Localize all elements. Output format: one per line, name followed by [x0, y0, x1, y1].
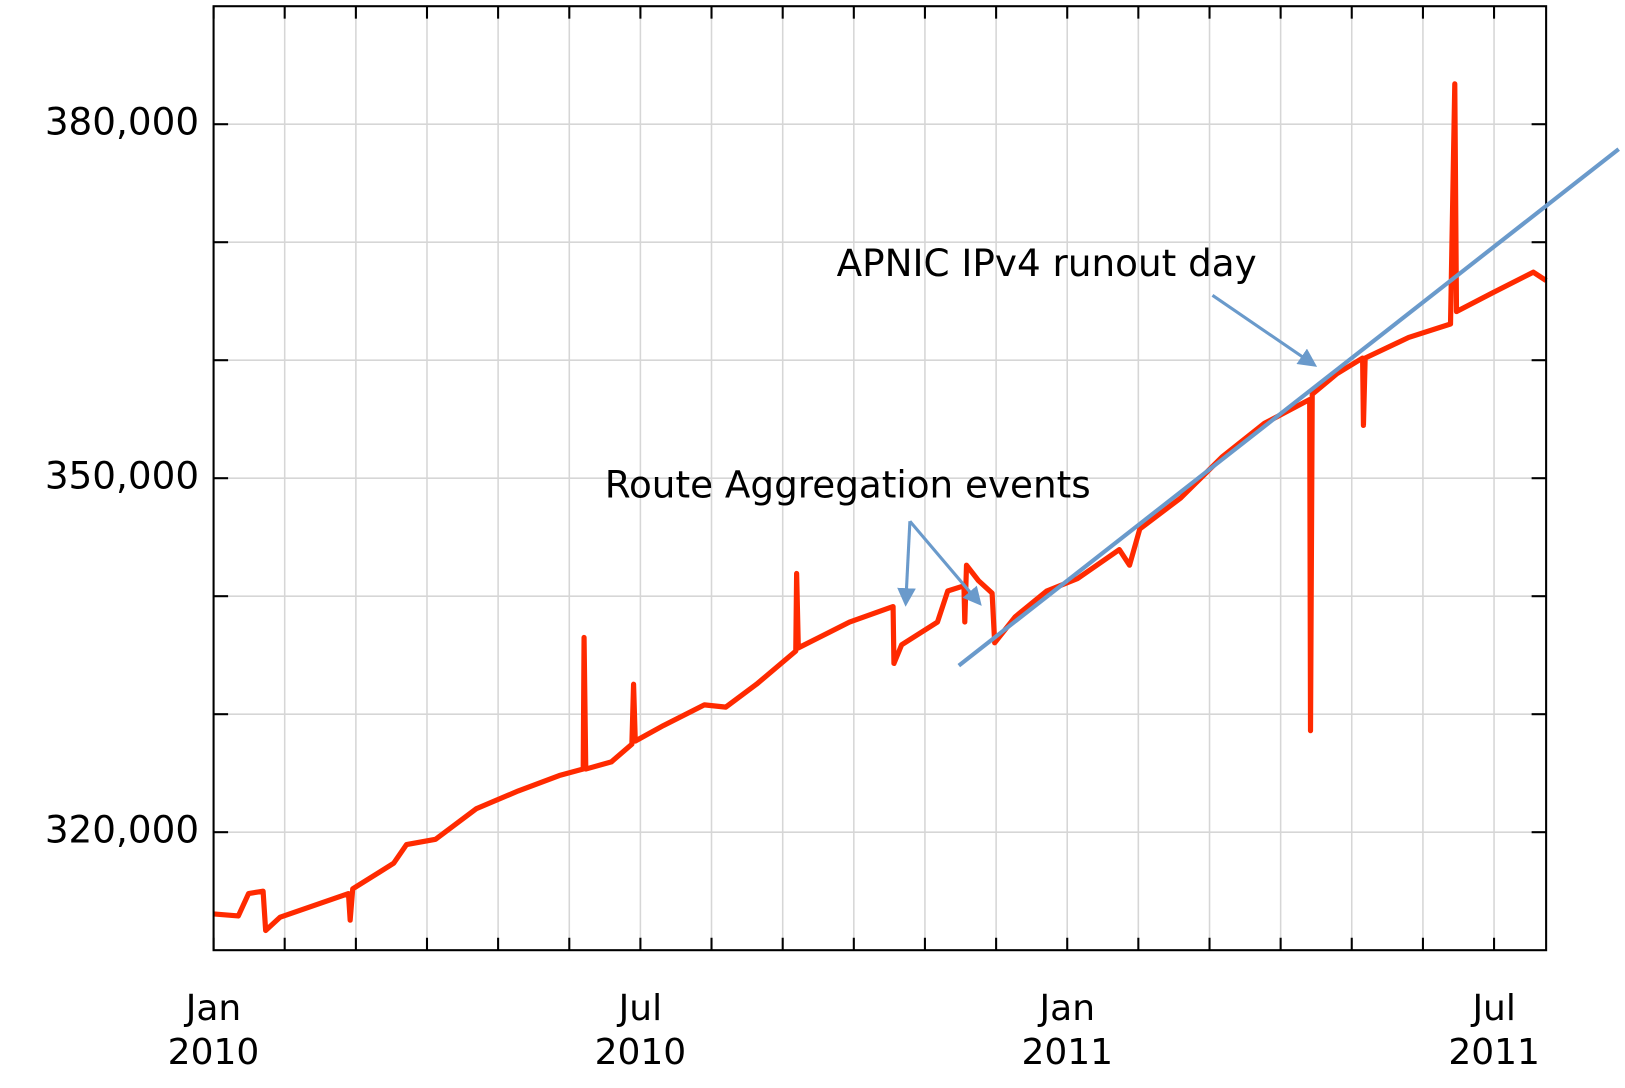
annotation: APNIC IPv4 runout day — [837, 241, 1257, 285]
annotation: Route Aggregation events — [605, 463, 1091, 507]
y-tick-label: 350,000 — [45, 454, 199, 498]
y-tick-label: 380,000 — [45, 100, 199, 144]
plot-frame — [212, 5, 1548, 952]
y-tick-label: 320,000 — [45, 808, 199, 852]
x-tick-label: Jan 2010 — [167, 987, 260, 1073]
annotation-arrow — [897, 521, 916, 607]
x-tick-label: Jul 2011 — [1448, 987, 1540, 1073]
data-line — [213, 81, 1548, 934]
annotation-arrow — [1211, 294, 1318, 367]
trend-line — [957, 147, 1620, 668]
x-tick-label: Jul 2010 — [594, 987, 687, 1073]
x-tick-label: Jan 2011 — [1021, 987, 1114, 1073]
annotation-arrow — [908, 520, 982, 606]
